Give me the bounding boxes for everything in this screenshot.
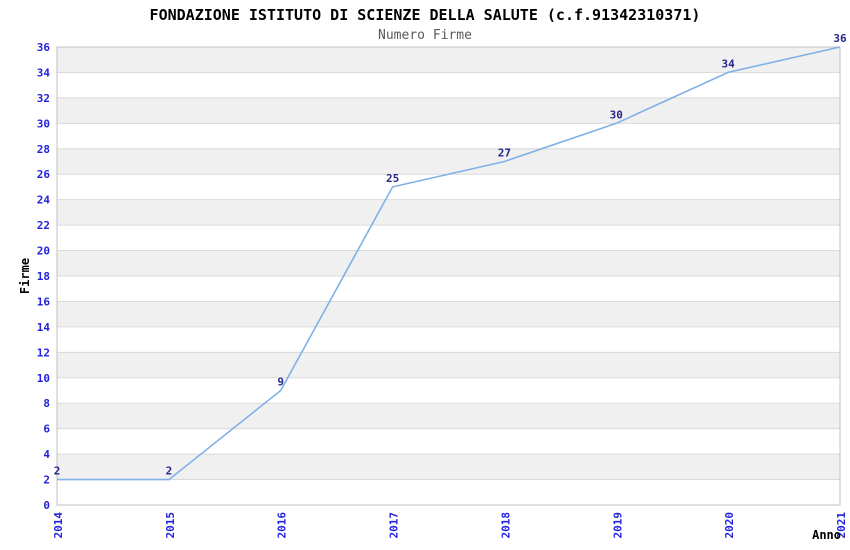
x-tick-label: 2017 [388,512,401,539]
stripe-band [57,47,840,73]
y-tick-label: 20 [37,245,50,258]
y-tick-label: 2 [43,474,50,487]
stripe-band [57,148,840,175]
x-tick-label: 2021 [835,512,848,539]
data-label: 2 [166,465,173,478]
y-axis-title: Firme [18,258,32,294]
y-tick-label: 16 [37,295,51,308]
stripe-band [57,352,840,378]
y-tick-label: 36 [37,41,51,54]
stripe-band [57,250,840,276]
stripe-band [57,97,840,124]
plot-border [56,46,841,506]
data-point-labels: 2 2 9 25 27 30 34 36 [54,32,847,478]
stripe-band [57,199,840,226]
data-label: 9 [277,376,284,389]
x-tick-label: 2016 [276,512,289,539]
y-tick-label: 10 [37,372,50,385]
x-tick-label: 2019 [611,512,624,539]
data-label: 30 [610,108,623,121]
x-axis-tick-labels: 2014 2015 2016 2017 2018 2019 2020 2021 [52,512,848,539]
y-tick-label: 32 [37,92,50,105]
y-tick-label: 8 [43,397,50,410]
x-tick-label: 2014 [52,512,65,539]
x-tick-label: 2018 [499,512,512,539]
data-label: 34 [721,57,735,70]
y-tick-label: 18 [37,270,50,283]
data-label: 2 [54,465,61,478]
plot-stripe-bands [57,47,840,480]
y-tick-label: 14 [37,321,51,334]
y-tick-label: 6 [43,423,50,436]
y-tick-label: 24 [37,194,51,207]
series-line [57,46,841,481]
data-label: 36 [833,32,847,45]
y-tick-label: 22 [37,219,50,232]
data-label: 25 [386,172,399,185]
y-tick-label: 30 [37,117,50,130]
chart-subtitle: Numero Firme [378,28,472,43]
x-tick-label: 2020 [723,512,736,539]
data-label: 27 [498,147,511,160]
stripe-band [57,301,840,327]
y-tick-label: 0 [43,499,50,512]
y-tick-label: 12 [37,346,50,359]
y-tick-label: 34 [37,66,51,79]
stripe-band [57,403,840,429]
y-tick-label: 4 [43,448,50,461]
chart-title: FONDAZIONE ISTITUTO DI SCIENZE DELLA SAL… [149,6,701,24]
x-axis-title: Anno [812,528,841,542]
y-tick-label: 26 [37,168,51,181]
x-tick-label: 2015 [164,512,177,539]
stripe-band [57,454,840,480]
y-tick-label: 28 [37,143,50,156]
